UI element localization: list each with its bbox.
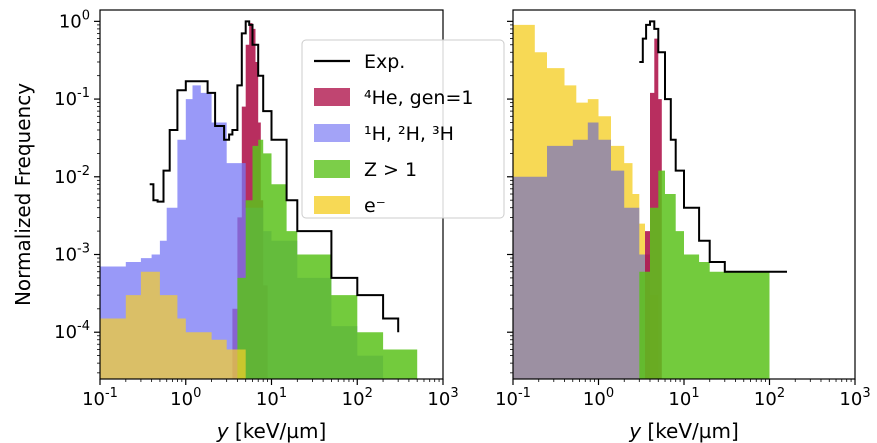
legend: Exp. ⁴He, gen=1 ¹H, ²H, ³H Z > 1 e⁻ xyxy=(301,39,505,219)
right-plot-area xyxy=(513,20,787,379)
legend-swatch-electron xyxy=(314,196,350,214)
left-series-exp-line xyxy=(149,20,400,333)
legend-swatch-z-gt-1 xyxy=(314,160,350,178)
left-x-tick-label: 102 xyxy=(342,386,373,410)
left-y-tick-label: 100 xyxy=(59,8,90,32)
right-x-axis-title: y [keV/µm] xyxy=(628,419,739,443)
left-y-tick-label: 10-1 xyxy=(54,86,90,110)
right-x-tick-label: 100 xyxy=(583,386,614,410)
right-x-tick-label: 101 xyxy=(668,386,699,410)
left-y-tick-label: 10-2 xyxy=(54,164,90,188)
left-x-axis-title: y [keV/µm] xyxy=(216,419,327,443)
legend-swatch-hydrogen xyxy=(314,124,350,142)
left-series-z-gt-1-area xyxy=(237,139,418,379)
right-x-tick-label: 102 xyxy=(754,386,785,410)
legend-label-exp: Exp. xyxy=(364,51,405,73)
left-x-tick-label: 10-1 xyxy=(82,386,118,410)
left-panel: 10-1 100 101 102 103 10-4 10-3 10-2 10-1 100 y [ke… xyxy=(11,8,505,443)
left-x-tick-label: 103 xyxy=(427,386,458,410)
left-plot-area xyxy=(100,20,418,379)
right-x-tick-label: 10-1 xyxy=(495,386,531,410)
right-series-z-gt-1-area xyxy=(639,170,770,379)
right-panel: 10-1 100 101 102 103 y [keV/µm] xyxy=(495,9,871,443)
left-y-axis-title: Normalized Frequency xyxy=(11,83,35,306)
legend-label-electron: e⁻ xyxy=(364,195,386,217)
right-series-hydrogen-area xyxy=(513,122,650,379)
legend-label-hydrogen: ¹H, ²H, ³H xyxy=(364,123,454,145)
right-series-exp-line xyxy=(639,20,787,273)
left-y-tick-label: 10-4 xyxy=(54,319,90,343)
left-x-tick-label: 100 xyxy=(170,386,201,410)
left-series-electron-area xyxy=(100,271,246,379)
legend-label-he4: ⁴He, gen=1 xyxy=(364,87,473,109)
right-x-tick-label: 103 xyxy=(839,386,870,410)
legend-box xyxy=(301,39,505,219)
left-x-tick-label: 101 xyxy=(256,386,287,410)
left-y-tick-label: 10-3 xyxy=(54,241,90,265)
legend-label-z-gt-1: Z > 1 xyxy=(364,159,417,181)
legend-swatch-he4 xyxy=(314,88,350,106)
